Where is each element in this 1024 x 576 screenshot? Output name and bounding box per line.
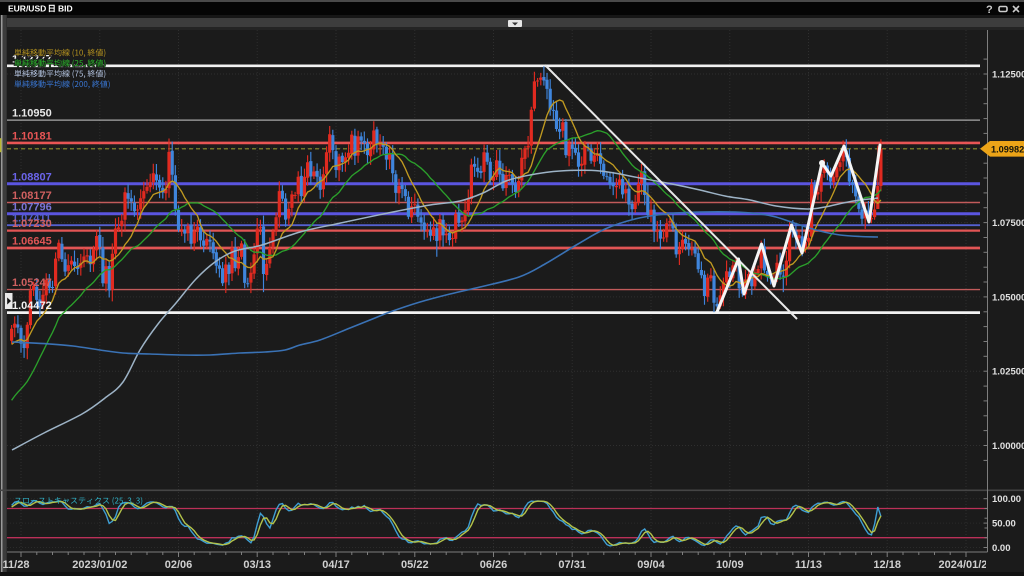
svg-text:1.08807: 1.08807: [12, 171, 52, 183]
svg-text:BID: BID: [58, 4, 73, 14]
svg-text:2023/01/02: 2023/01/02: [72, 559, 127, 571]
svg-text:1.10181: 1.10181: [12, 130, 52, 142]
svg-text:06/26: 06/26: [480, 559, 508, 571]
svg-text:1.07411: 1.07411: [12, 213, 51, 225]
svg-text:50.00: 50.00: [992, 519, 1016, 530]
svg-text:03/13: 03/13: [243, 559, 271, 571]
svg-text:EUR/USD: EUR/USD: [8, 4, 46, 14]
svg-text:1.07500: 1.07500: [992, 218, 1024, 229]
svg-text:07/31: 07/31: [558, 559, 586, 571]
svg-text:1.02500: 1.02500: [992, 367, 1024, 378]
svg-text:1.09982: 1.09982: [991, 144, 1024, 154]
svg-text:1.07796: 1.07796: [12, 201, 52, 213]
svg-text:1.00000: 1.00000: [992, 441, 1024, 452]
svg-text:11/28: 11/28: [3, 559, 30, 571]
svg-text:05/22: 05/22: [401, 559, 429, 571]
svg-text:1.05000: 1.05000: [992, 292, 1024, 303]
svg-text:10/09: 10/09: [716, 559, 744, 571]
svg-text:12/18: 12/18: [873, 559, 901, 571]
svg-text:11/13: 11/13: [795, 559, 822, 571]
svg-text:1.04472: 1.04472: [12, 300, 52, 312]
svg-text:1.07230: 1.07230: [12, 218, 52, 230]
svg-text:100.00: 100.00: [992, 494, 1021, 505]
svg-text:04/17: 04/17: [322, 559, 350, 571]
svg-text:1.05247: 1.05247: [12, 277, 52, 289]
svg-text:1.10950: 1.10950: [12, 108, 52, 120]
svg-text:1.12500: 1.12500: [992, 70, 1024, 81]
svg-text:1.06645: 1.06645: [12, 236, 52, 248]
svg-text:?: ?: [986, 4, 993, 16]
svg-text:0.00: 0.00: [992, 543, 1011, 554]
svg-text:02/06: 02/06: [165, 559, 193, 571]
svg-text:2024/01/22: 2024/01/22: [938, 559, 993, 571]
svg-text:09/04: 09/04: [637, 559, 665, 571]
svg-text:1.08177: 1.08177: [12, 190, 52, 202]
